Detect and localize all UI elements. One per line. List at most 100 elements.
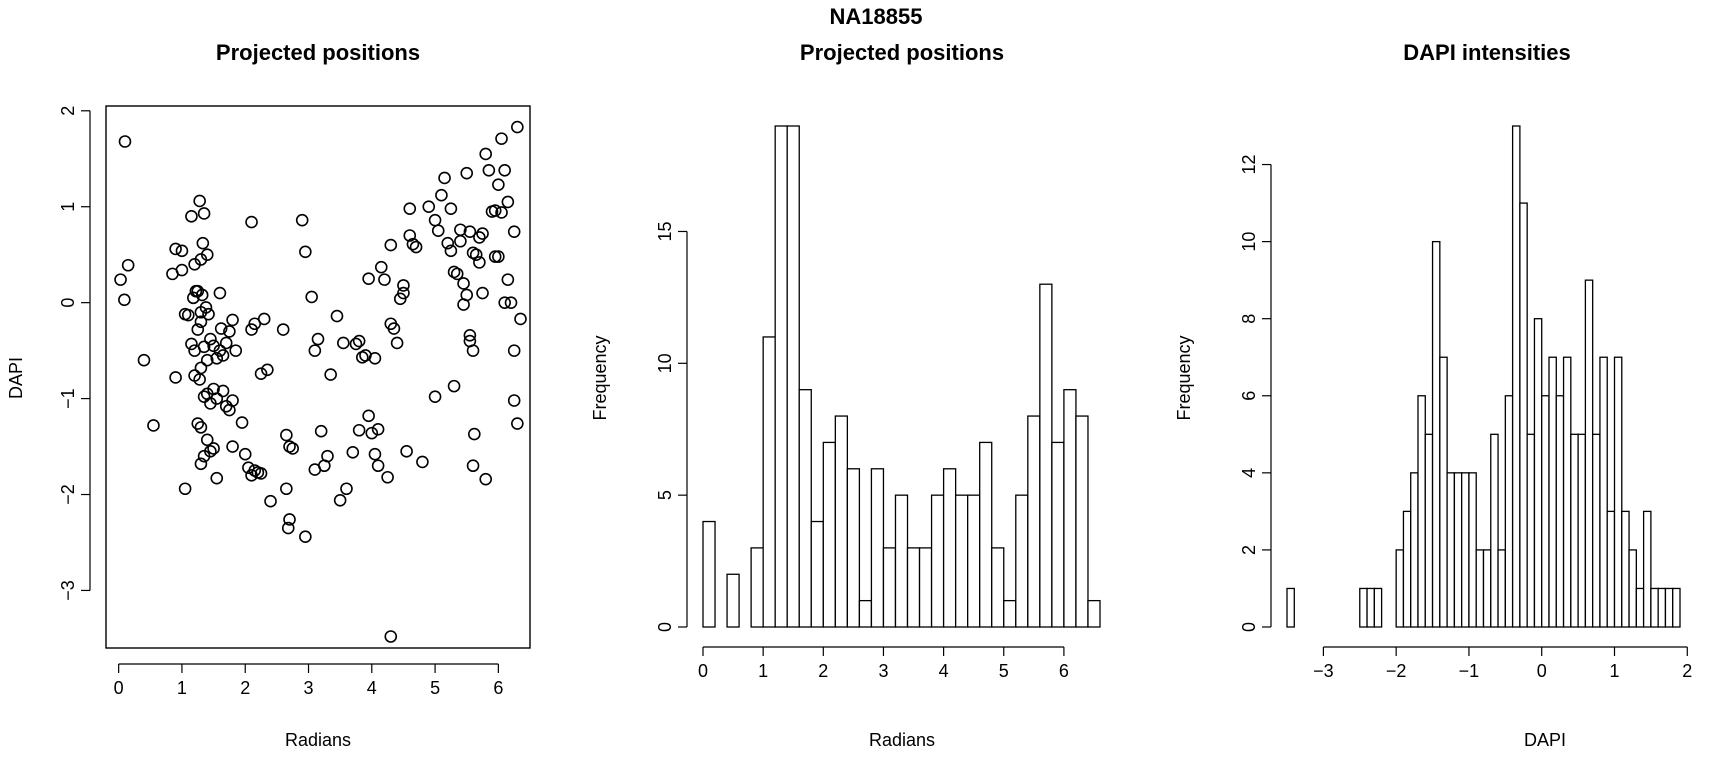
radians-histogram-y-tick-label: 5 bbox=[655, 490, 675, 500]
scatter-point bbox=[147, 419, 160, 432]
scatter-point bbox=[400, 445, 413, 458]
radians-histogram-bar bbox=[1075, 415, 1089, 628]
radians-histogram-x-tick-label: 3 bbox=[878, 661, 888, 681]
dapi-histogram-x-axis-label: DAPI bbox=[1524, 730, 1566, 750]
radians-histogram-bar bbox=[906, 547, 921, 628]
scatter-point bbox=[321, 449, 334, 463]
radians-histogram-bar bbox=[870, 468, 885, 628]
dapi-histogram-bar bbox=[1373, 587, 1383, 628]
scatter-point bbox=[257, 312, 271, 326]
scatter-point bbox=[238, 447, 252, 461]
scatter-point bbox=[403, 202, 417, 215]
radians-histogram-y-tick-label: 0 bbox=[655, 622, 675, 632]
scatter-panel: Projected positions Radians DAPI 0 1 2 3 4 5 6… bbox=[6, 40, 531, 750]
scatter-y-tick-label: −3 bbox=[58, 580, 78, 601]
scatter-point bbox=[346, 446, 360, 459]
dapi-histogram-bar bbox=[1490, 433, 1499, 628]
scatter-point bbox=[371, 459, 385, 473]
dapi-histogram-bar bbox=[1417, 395, 1426, 628]
scatter-x-tick-label: 3 bbox=[303, 678, 313, 698]
scatter-y-tick-label: −2 bbox=[58, 484, 78, 505]
radians-histogram-bar bbox=[726, 573, 740, 628]
scatter-point bbox=[204, 332, 217, 346]
scatter-x-tick-label: 6 bbox=[493, 678, 503, 698]
radians-histogram-bar bbox=[750, 547, 764, 628]
scatter-point bbox=[305, 290, 318, 304]
dapi-histogram-x-tick-label: −3 bbox=[1313, 661, 1334, 681]
scatter-point bbox=[387, 322, 401, 335]
scatter-point bbox=[114, 273, 127, 286]
radians-histogram-bar bbox=[979, 441, 993, 628]
scatter-point bbox=[447, 379, 461, 393]
scatter-point bbox=[479, 472, 493, 486]
scatter-point bbox=[507, 225, 521, 238]
scatter-point bbox=[219, 336, 233, 350]
radians-histogram-bar bbox=[786, 125, 800, 628]
dapi-histogram-y-tick-label: 2 bbox=[1239, 545, 1259, 555]
dapi-histogram-bar bbox=[1628, 549, 1637, 628]
scatter-point bbox=[118, 293, 131, 307]
dapi-histogram-bar bbox=[1555, 395, 1565, 628]
radians-histogram-y-tick-label: 10 bbox=[655, 353, 675, 373]
dapi-histogram-bar bbox=[1621, 510, 1630, 628]
dapi-histogram-bar bbox=[1431, 240, 1441, 628]
scatter-point bbox=[441, 236, 455, 250]
scatter-point bbox=[299, 530, 312, 544]
scatter-point bbox=[352, 334, 366, 348]
dapi-histogram-bar bbox=[1570, 433, 1579, 628]
dapi-histogram-bar bbox=[1672, 587, 1681, 628]
radians-histogram-x-axis-label: Radians bbox=[869, 730, 935, 750]
radians-histogram-bar bbox=[930, 494, 945, 628]
scatter-point bbox=[193, 373, 206, 386]
dapi-histogram-bar bbox=[1504, 395, 1514, 628]
dapi-histogram-x-tick-label: −1 bbox=[1459, 661, 1480, 681]
scatter-point bbox=[187, 291, 200, 305]
scatter-point bbox=[463, 328, 477, 342]
radians-histogram-bar bbox=[882, 547, 897, 628]
scatter-point bbox=[435, 188, 448, 202]
scatter-point bbox=[381, 470, 394, 484]
scatter-point bbox=[403, 229, 417, 242]
scatter-point bbox=[175, 244, 189, 258]
scatter-point bbox=[311, 332, 325, 346]
radians-histogram-x-tick-label: 4 bbox=[939, 661, 949, 681]
dapi-histogram-bar bbox=[1410, 472, 1419, 628]
scatter-point bbox=[324, 368, 337, 381]
dapi-histogram-bar bbox=[1402, 510, 1412, 628]
dapi-histogram-title: DAPI intensities bbox=[1403, 40, 1570, 65]
scatter-point bbox=[286, 442, 299, 455]
dapi-histogram-bar bbox=[1359, 587, 1368, 628]
scatter-point bbox=[431, 224, 445, 238]
scatter-point bbox=[514, 312, 527, 326]
scatter-point bbox=[281, 521, 295, 535]
dapi-histogram-bar bbox=[1395, 549, 1405, 628]
radians-histogram-x-tick-label: 2 bbox=[818, 661, 828, 681]
scatter-x-tick-label: 1 bbox=[177, 678, 187, 698]
scatter-point bbox=[197, 390, 211, 403]
scatter-point bbox=[197, 449, 211, 463]
scatter-point bbox=[191, 323, 205, 336]
scatter-point bbox=[299, 245, 312, 259]
dapi-histogram-bar bbox=[1592, 433, 1601, 628]
scatter-point bbox=[137, 353, 151, 367]
scatter-point bbox=[466, 344, 480, 357]
scatter-point bbox=[280, 482, 293, 496]
scatter-point bbox=[210, 351, 224, 365]
scatter-point bbox=[194, 361, 208, 375]
scatter-point bbox=[216, 349, 230, 362]
dapi-histogram-bar bbox=[1475, 549, 1485, 628]
dapi-histogram-x-tick-label: 0 bbox=[1537, 661, 1547, 681]
scatter-point bbox=[352, 423, 366, 437]
scatter-point bbox=[473, 231, 486, 244]
scatter-point bbox=[362, 272, 375, 285]
scatter-point bbox=[189, 284, 203, 298]
scatter-point bbox=[264, 494, 277, 508]
scatter-y-tick-label: −1 bbox=[58, 388, 78, 409]
scatter-point bbox=[457, 277, 470, 290]
radians-histogram-bar bbox=[774, 125, 788, 628]
scatter-point bbox=[492, 250, 505, 263]
radians-histogram-bar bbox=[822, 441, 836, 628]
scatter-point bbox=[460, 288, 474, 302]
radians-histogram-bar bbox=[858, 599, 873, 628]
scatter-point bbox=[193, 194, 206, 208]
